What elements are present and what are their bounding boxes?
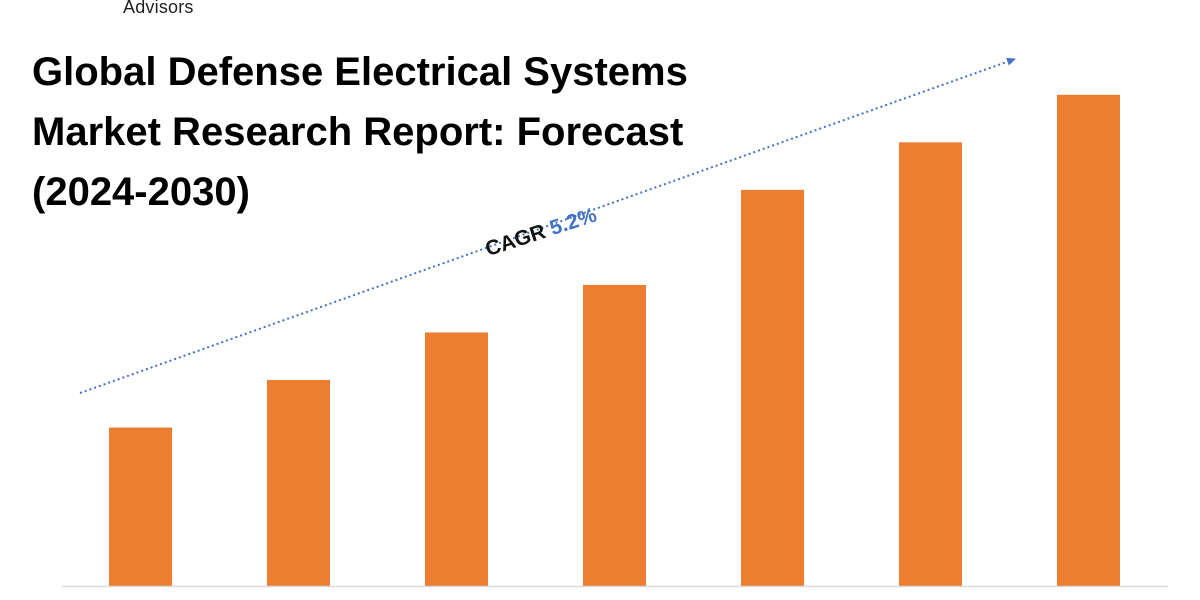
page-title: Global Defense Electrical Systems Market…: [32, 42, 792, 222]
title-line-2: Market Research Report: Forecast: [32, 110, 684, 154]
bar-6: [899, 142, 962, 586]
bar-7: [1057, 94, 1120, 587]
bar-1: [109, 427, 172, 586]
bar-2: [267, 380, 330, 586]
bar-4: [583, 284, 646, 586]
bar-5: [741, 189, 804, 586]
cagr-trend-arrow: [79, 57, 1016, 394]
bar-3: [425, 332, 488, 586]
brand-name: Advisors: [123, 0, 194, 17]
title-line-1: Global Defense Electrical Systems: [32, 50, 688, 94]
title-line-3: (2024-2030): [32, 170, 250, 214]
